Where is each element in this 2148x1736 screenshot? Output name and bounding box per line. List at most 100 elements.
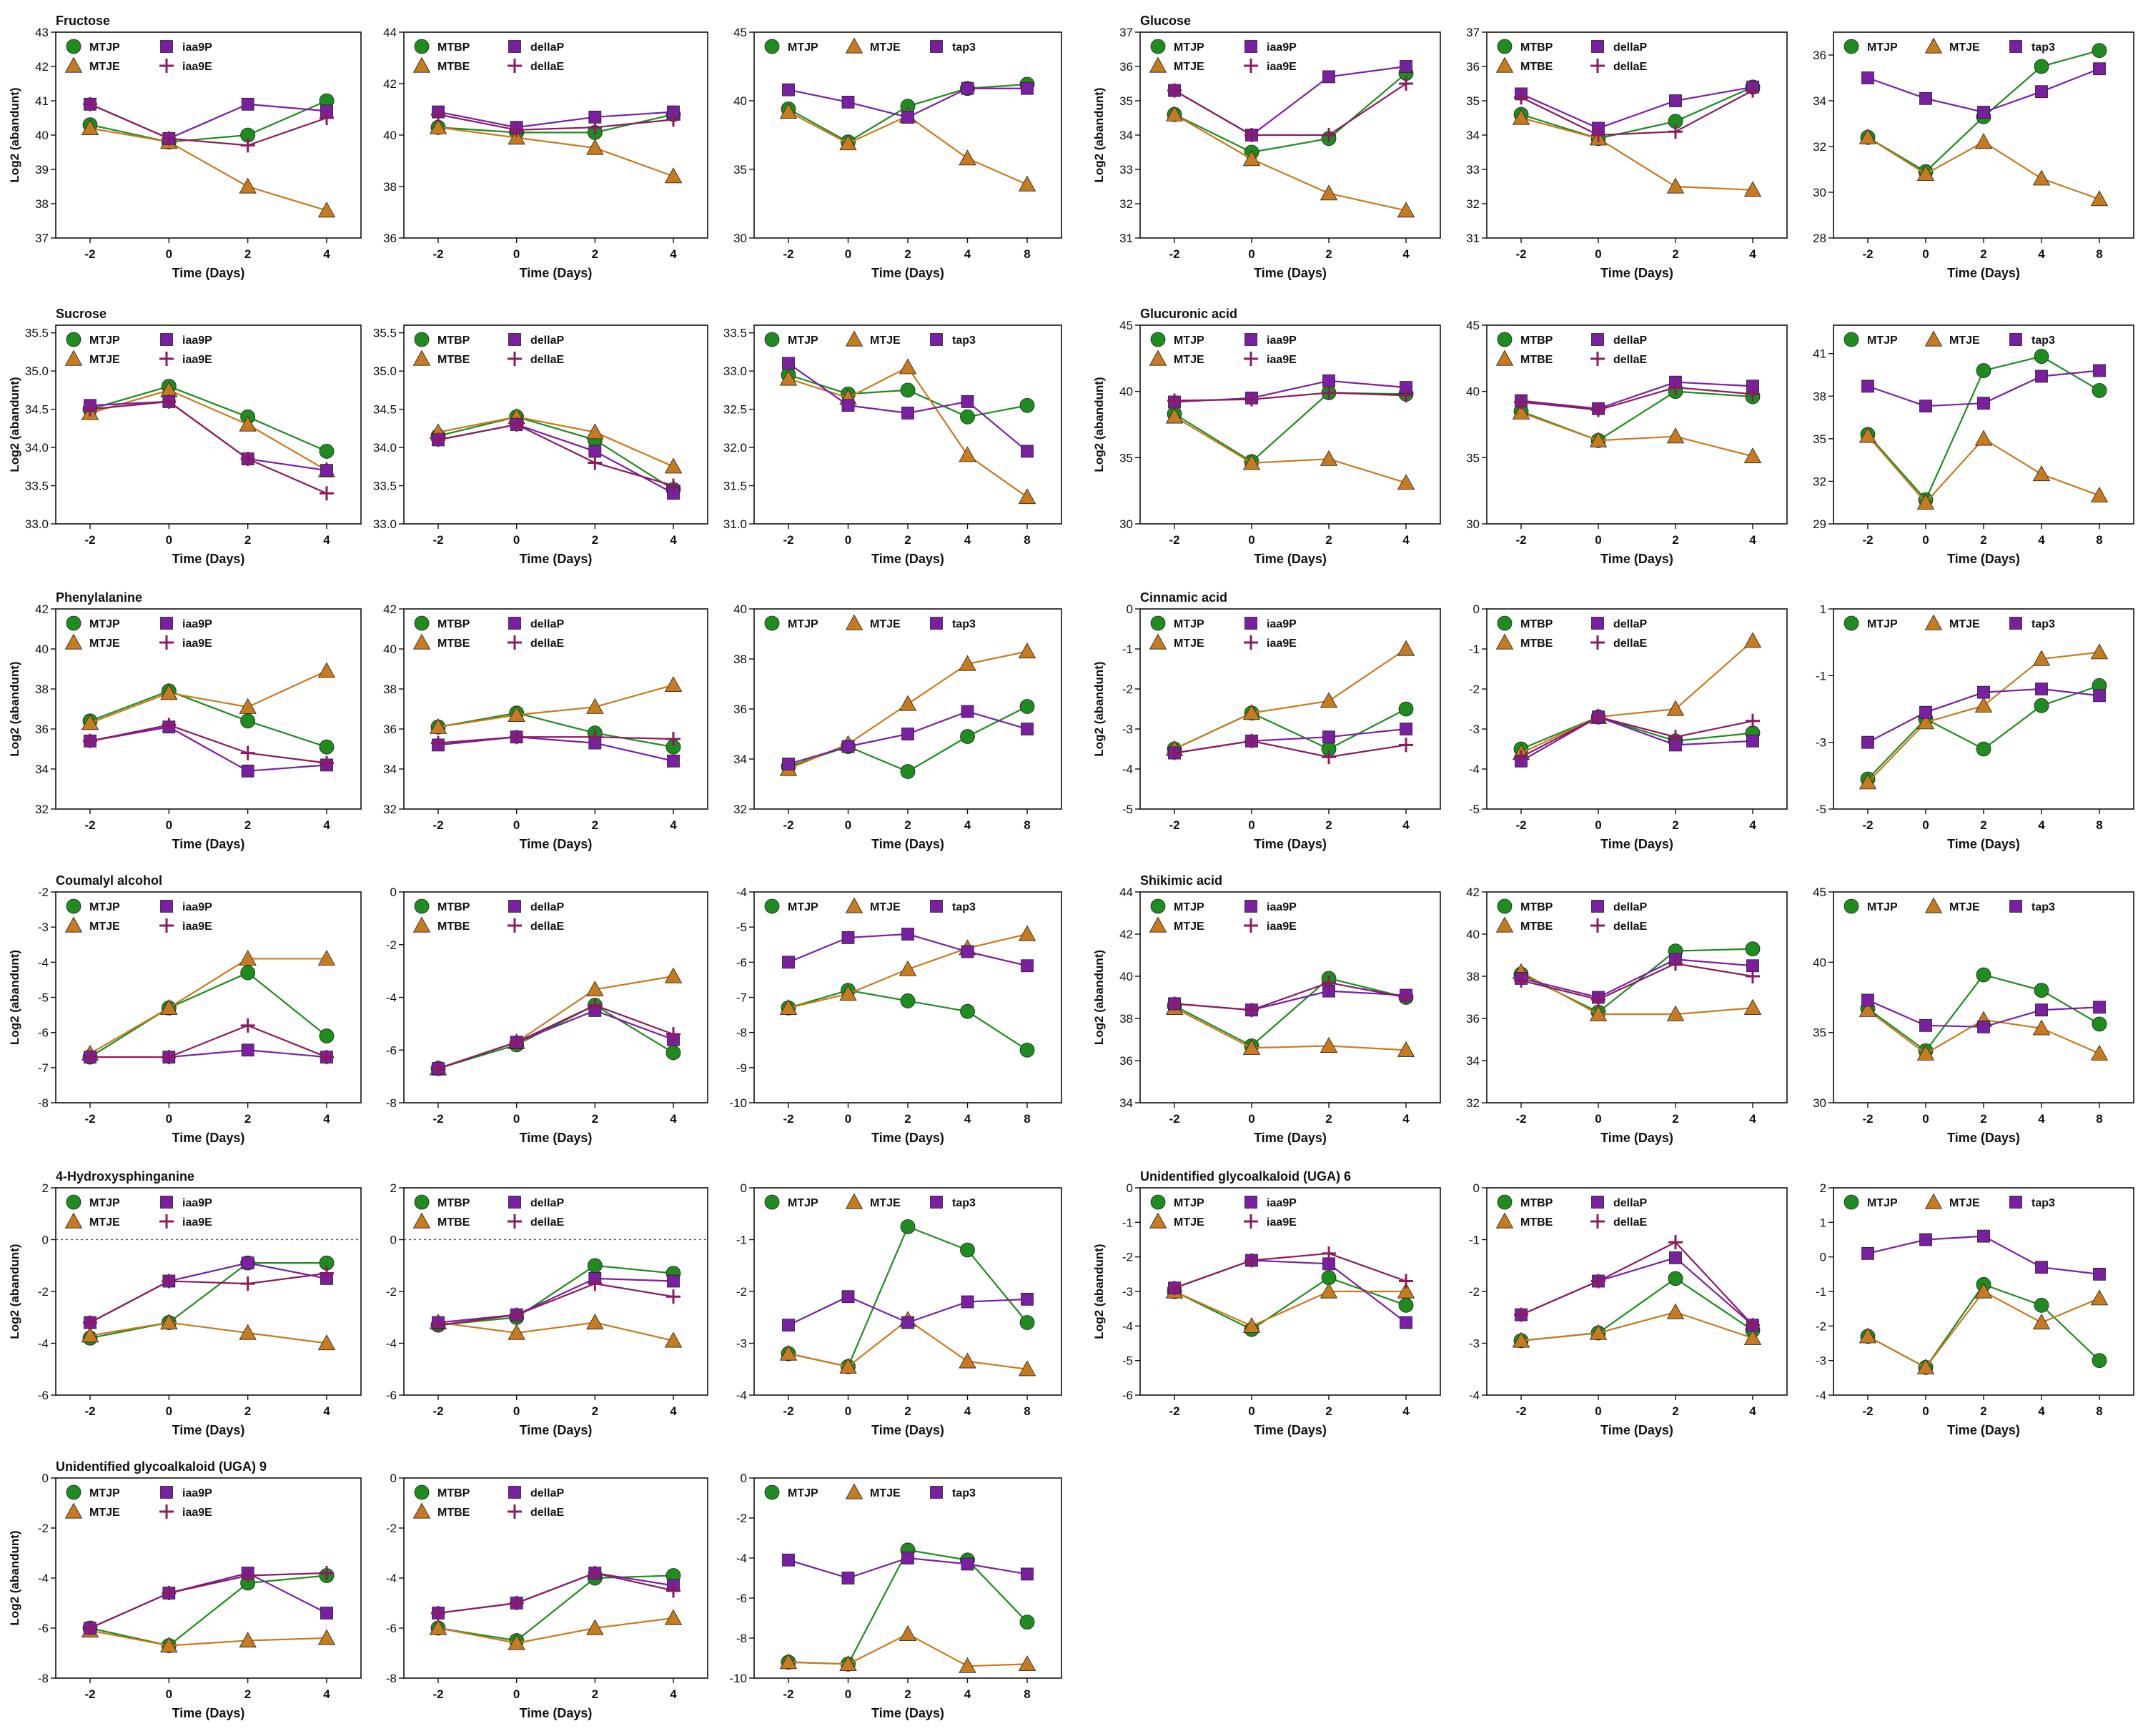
y-tick-label: 0 xyxy=(1127,1181,1133,1195)
legend-label: MTJE xyxy=(870,618,901,630)
data-point xyxy=(1668,1235,1683,1250)
x-axis-label: Time (Days) xyxy=(871,1423,944,1437)
series-iaa9e xyxy=(83,718,334,770)
legend-label: iaa9P xyxy=(182,618,212,630)
legend-marker xyxy=(1497,332,1513,347)
data-point xyxy=(1743,447,1762,464)
data-point xyxy=(664,967,683,983)
chart-panel-1: 37 38 39 40 41 42 43 -2 0 2 4 Time (Days) Log2 (aban… xyxy=(8,14,362,280)
data-point xyxy=(779,1344,798,1361)
series-line xyxy=(1174,981,1407,1011)
data-point xyxy=(1514,1307,1528,1322)
y-tick-label: 35.0 xyxy=(25,364,49,378)
legend: MTJP MTJE iaa9P iaa9E xyxy=(64,332,212,366)
series-line xyxy=(1520,116,1753,191)
y-tick-label: 41 xyxy=(35,94,49,108)
y-tick-label: -3 xyxy=(1122,723,1133,736)
legend-marker xyxy=(1244,918,1258,933)
chart-panel-29: -4 -3 -2 -1 0 -2 0 2 4 Time (Days) MTBP MTBE dellaP d… xyxy=(1469,1181,1788,1437)
legend-label: tap3 xyxy=(2031,1197,2055,1209)
y-tick-label: 28 xyxy=(1813,232,1826,245)
legend-marker xyxy=(845,897,863,913)
data-point xyxy=(317,1334,336,1351)
legend-label: dellaE xyxy=(530,354,564,366)
data-point xyxy=(162,718,177,733)
data-point xyxy=(2093,1267,2106,1281)
legend-label: dellaP xyxy=(530,334,564,347)
series-tap3 xyxy=(1861,364,2106,413)
x-tick-label: 2 xyxy=(1980,247,1986,261)
legend-marker xyxy=(159,918,174,933)
data-point xyxy=(160,684,178,700)
series-mtje xyxy=(1859,427,2109,510)
legend: MTJP MTJE iaa9P iaa9E xyxy=(1149,332,1297,366)
data-point xyxy=(1167,1281,1182,1296)
data-point xyxy=(1322,730,1335,744)
y-tick-label: -6 xyxy=(38,1622,49,1635)
data-point xyxy=(2090,486,2109,502)
legend-label: dellaE xyxy=(530,1216,564,1229)
x-tick-label: 0 xyxy=(166,1687,172,1701)
x-tick-label: 0 xyxy=(1595,247,1601,261)
y-tick-label: -4 xyxy=(1469,763,1480,776)
y-tick-label: 42 xyxy=(1466,886,1480,899)
legend-marker xyxy=(764,898,780,914)
legend-label: tap3 xyxy=(952,1197,976,1209)
data-point xyxy=(664,1331,683,1348)
y-tick-label: -6 xyxy=(736,1592,747,1605)
y-tick-label: 0 xyxy=(42,1234,49,1247)
legend-label: MTJP xyxy=(1867,901,1898,913)
x-tick-label: -2 xyxy=(1169,818,1179,832)
legend-label: iaa9E xyxy=(1267,921,1297,933)
data-point xyxy=(1916,165,1935,182)
x-axis-label: Time (Days) xyxy=(1600,837,1673,851)
legend-marker xyxy=(414,1194,430,1210)
x-tick-label: -2 xyxy=(84,818,95,832)
x-tick-label: 4 xyxy=(2038,247,2045,261)
data-point xyxy=(239,698,257,714)
series-mtbp xyxy=(1513,79,1761,147)
y-tick-label: 29 xyxy=(1813,517,1826,531)
y-tick-label: 45 xyxy=(1466,319,1480,332)
data-point xyxy=(317,1629,336,1645)
x-tick-label: 2 xyxy=(592,247,598,261)
series-line xyxy=(1174,380,1407,403)
data-point xyxy=(2093,1001,2106,1014)
x-tick-label: 2 xyxy=(592,1404,598,1418)
legend-marker xyxy=(845,37,863,54)
x-tick-label: 2 xyxy=(1672,818,1678,832)
series-line xyxy=(1520,86,1753,139)
data-point xyxy=(83,1315,97,1330)
y-axis-label: Log2 (abandunt) xyxy=(8,87,21,182)
data-point xyxy=(509,730,524,745)
series-tap3 xyxy=(1861,62,2106,119)
y-tick-label: 33 xyxy=(1119,163,1133,177)
series-line xyxy=(1174,648,1407,750)
chart-panel-22: 34 36 38 40 42 44 -2 0 2 4 Time (Days) Log2 (abandu… xyxy=(1092,873,1441,1145)
legend: MTBP MTBE dellaP dellaE xyxy=(1495,1194,1647,1229)
data-point xyxy=(1861,735,1874,749)
data-point xyxy=(1666,1005,1685,1021)
data-point xyxy=(1746,969,1760,983)
data-point xyxy=(779,103,798,119)
y-tick-label: 40 xyxy=(1119,385,1133,399)
series-iaa9p xyxy=(84,720,333,778)
legend-marker xyxy=(412,56,431,73)
chart-panel-25: -6 -4 -2 0 2 -2 0 2 4 Time (Days) Log2 (abandunt) 4… xyxy=(8,1169,362,1437)
y-tick-label: 33.0 xyxy=(723,364,747,378)
legend-label: MTJP xyxy=(1867,41,1898,54)
series-line xyxy=(437,1004,674,1070)
legend-marker xyxy=(1924,37,1943,54)
y-tick-label: -3 xyxy=(1122,1285,1133,1299)
y-tick-label: -4 xyxy=(736,886,747,899)
legend-label: dellaP xyxy=(1613,41,1647,54)
legend-marker xyxy=(64,1212,83,1229)
legend-marker xyxy=(1149,349,1167,366)
data-point xyxy=(586,1619,604,1635)
series-mtbe xyxy=(1512,403,1762,464)
y-tick-label: 34 xyxy=(35,763,49,776)
y-tick-label: -3 xyxy=(1816,736,1826,750)
chart-title: 4-Hydroxysphinganine xyxy=(56,1169,194,1184)
data-point xyxy=(1746,83,1760,98)
